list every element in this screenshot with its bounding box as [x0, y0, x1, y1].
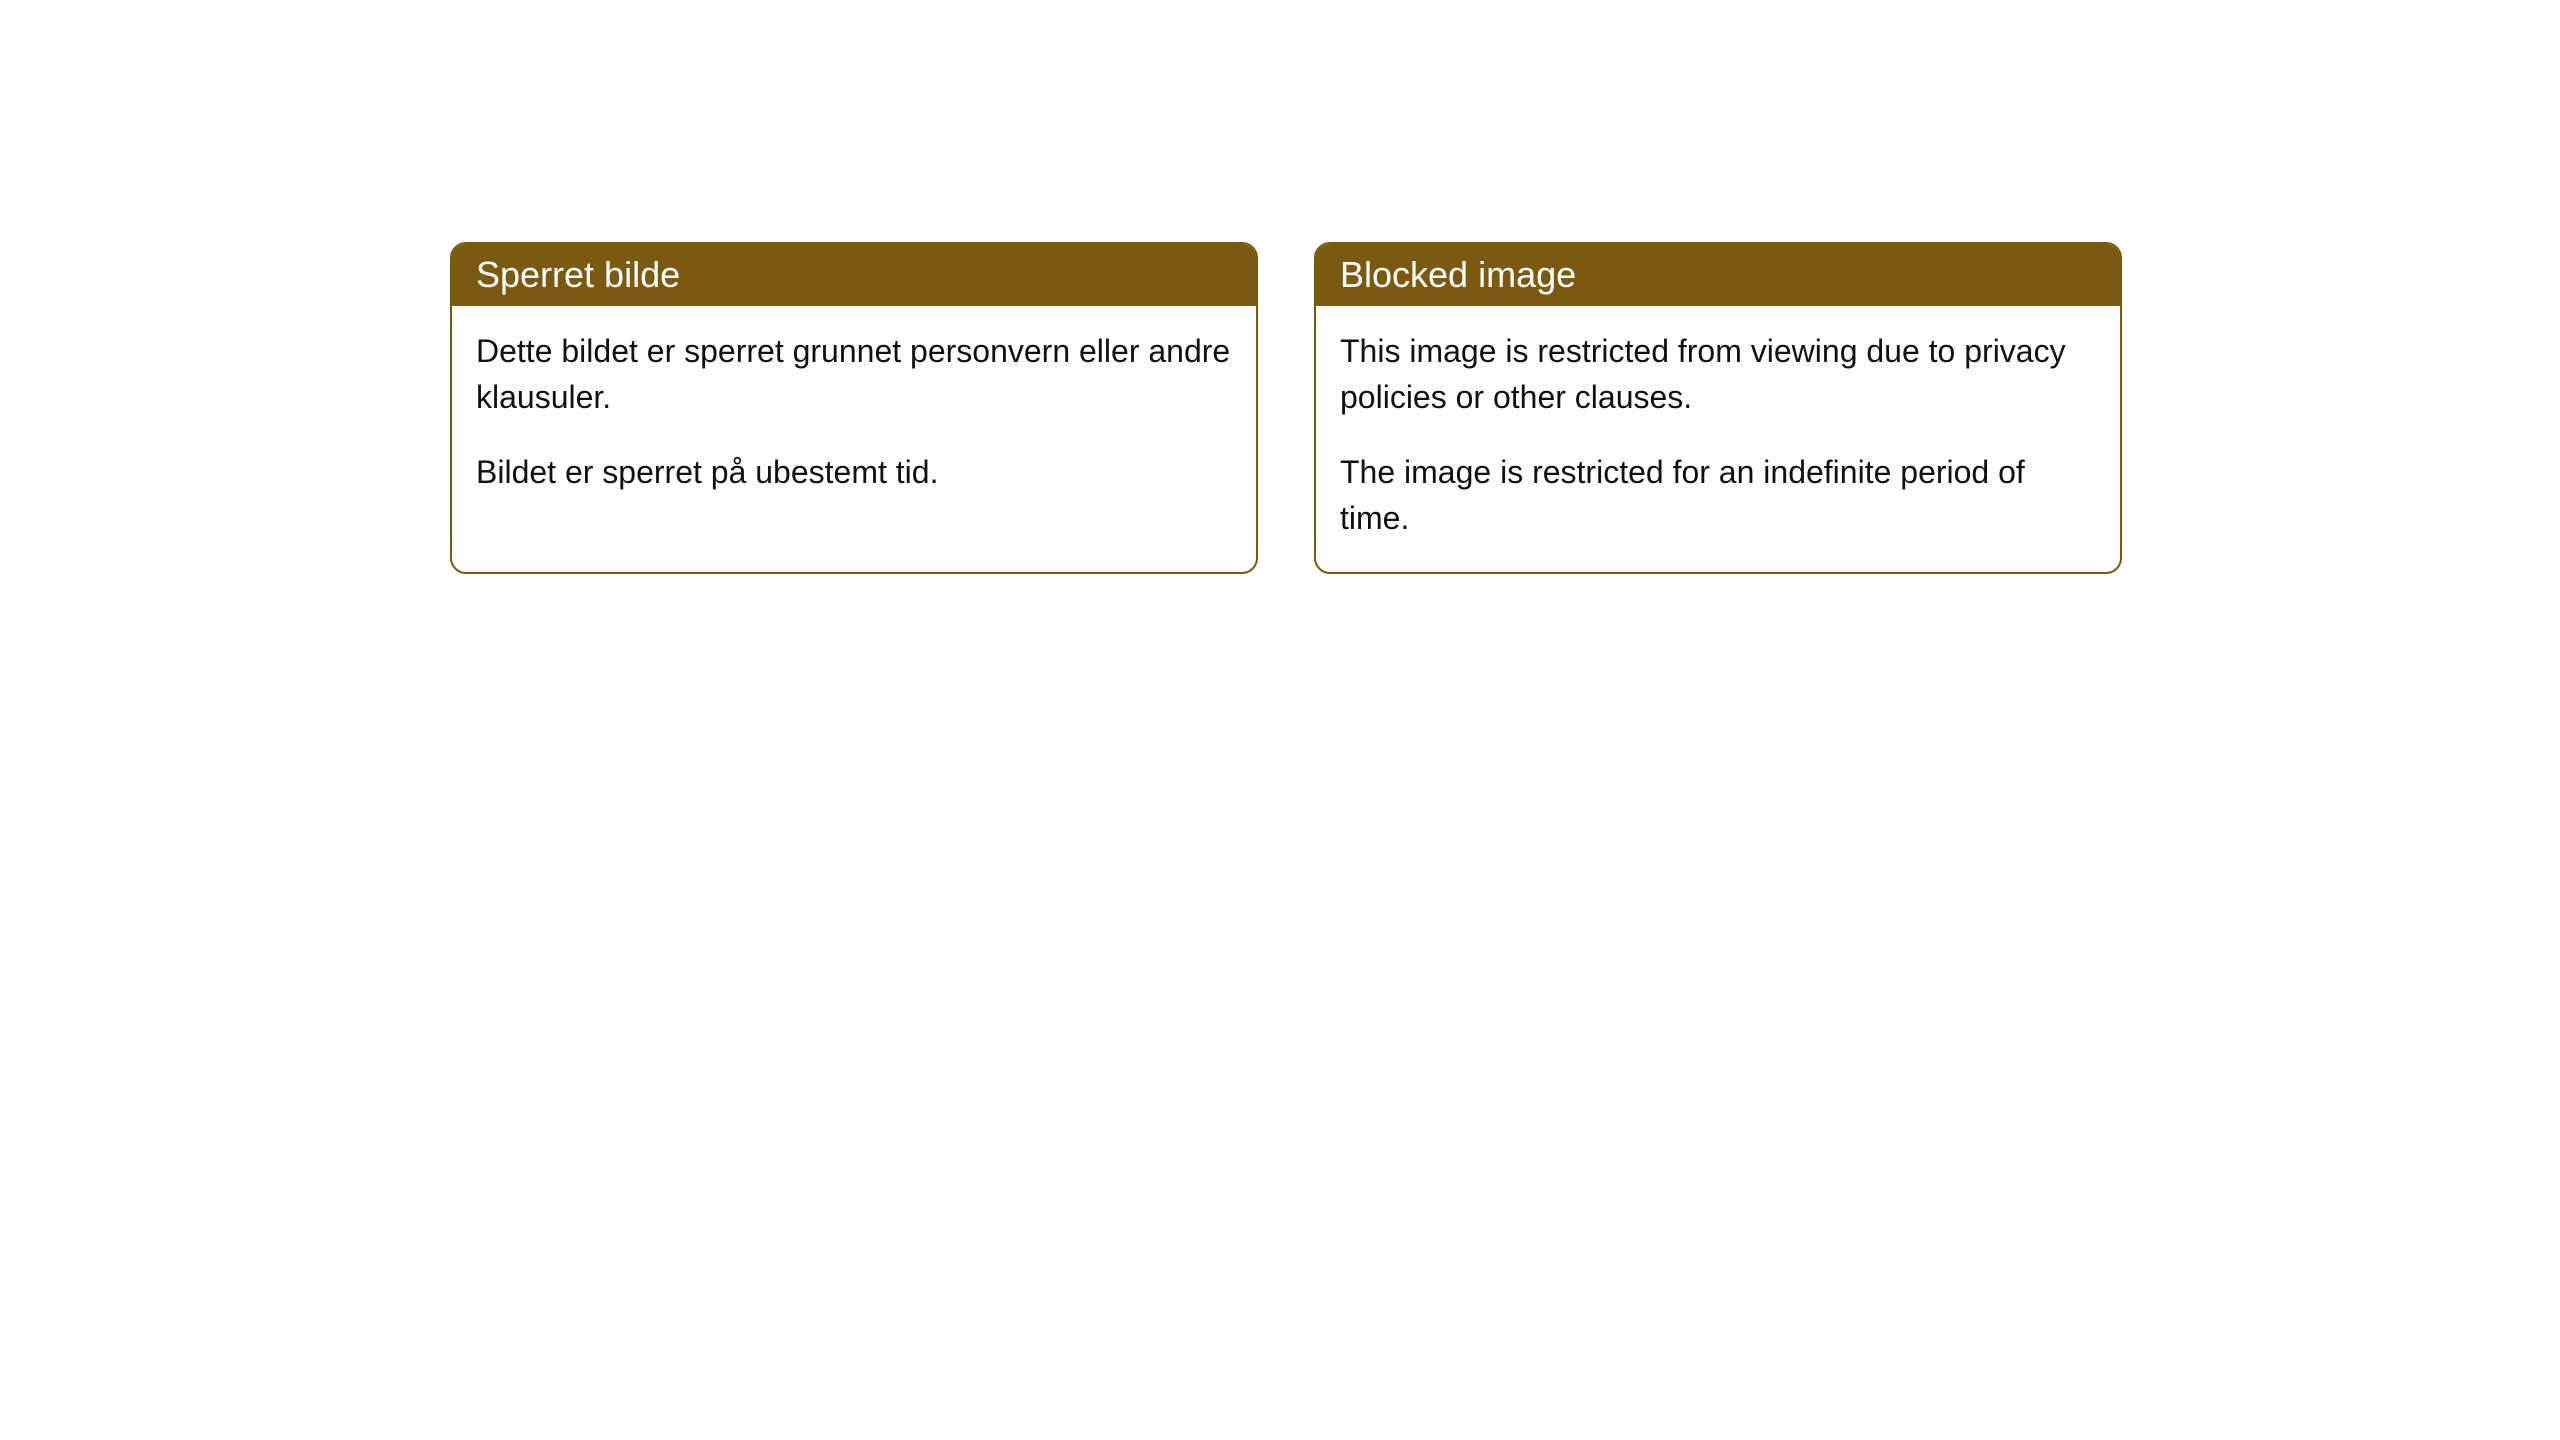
card-paragraph: This image is restricted from viewing du…: [1340, 328, 2096, 421]
notice-container: Sperret bilde Dette bildet er sperret gr…: [450, 242, 2560, 574]
card-header: Blocked image: [1316, 244, 2120, 306]
card-header: Sperret bilde: [452, 244, 1256, 306]
card-body: This image is restricted from viewing du…: [1316, 306, 2120, 572]
blocked-image-card-no: Sperret bilde Dette bildet er sperret gr…: [450, 242, 1258, 574]
card-paragraph: Bildet er sperret på ubestemt tid.: [476, 449, 1232, 495]
blocked-image-card-en: Blocked image This image is restricted f…: [1314, 242, 2122, 574]
card-body: Dette bildet er sperret grunnet personve…: [452, 306, 1256, 525]
card-paragraph: Dette bildet er sperret grunnet personve…: [476, 328, 1232, 421]
card-paragraph: The image is restricted for an indefinit…: [1340, 449, 2096, 542]
